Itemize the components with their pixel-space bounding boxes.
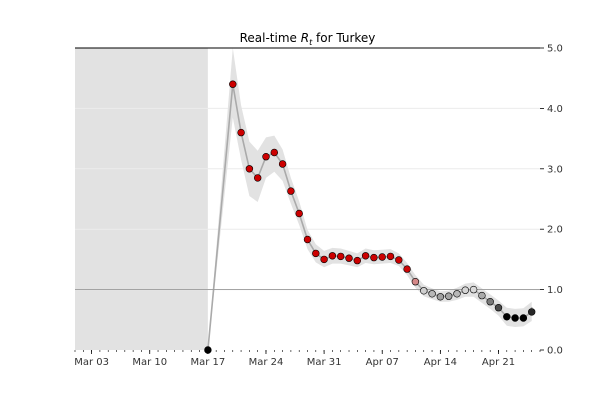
x-tick-label: Mar 03 xyxy=(74,357,109,368)
data-point xyxy=(320,255,328,264)
x-tick-label: Apr 07 xyxy=(366,357,399,368)
y-tick-label: 0.0 xyxy=(547,346,563,357)
data-point xyxy=(237,128,245,137)
data-point xyxy=(287,187,295,195)
y-tick-label: 3.0 xyxy=(547,164,563,175)
data-point xyxy=(395,256,403,264)
data-point xyxy=(428,290,436,298)
title-suffix: for Turkey xyxy=(312,31,375,45)
x-tick-label: Mar 24 xyxy=(249,357,284,368)
data-point xyxy=(303,235,312,244)
chart-title: Real-time Rt for Turkey xyxy=(240,31,376,47)
data-point xyxy=(361,252,370,260)
data-point xyxy=(295,209,303,218)
data-point xyxy=(262,153,270,161)
x-tick-label: Apr 14 xyxy=(424,357,457,368)
data-point xyxy=(245,165,254,173)
data-point xyxy=(461,286,469,294)
data-point xyxy=(328,252,337,260)
data-point xyxy=(519,314,528,322)
data-point xyxy=(527,308,536,316)
x-tick-label: Mar 10 xyxy=(132,357,167,368)
no-data-shade xyxy=(75,48,208,350)
data-point xyxy=(254,174,262,182)
data-points xyxy=(204,80,536,354)
data-point xyxy=(370,253,378,262)
data-point xyxy=(353,256,361,265)
data-point xyxy=(469,285,478,294)
data-point xyxy=(345,254,353,262)
x-axis: Mar 03 Mar 10 Mar 17 Mar 24 Mar 31 Apr 07 Apr … xyxy=(74,350,541,368)
x-tick-label: Mar 17 xyxy=(190,357,225,368)
y-tick-label: 2.0 xyxy=(547,225,563,236)
data-point xyxy=(386,252,395,261)
y-tick-label: 4.0 xyxy=(547,104,563,115)
y-tick-label: 5.0 xyxy=(547,44,563,55)
data-point xyxy=(420,287,428,295)
x-tick-label: Mar 31 xyxy=(307,357,342,368)
data-point xyxy=(378,253,386,261)
data-point xyxy=(436,293,445,301)
title-symbol: R xyxy=(301,31,309,45)
y-tick-label: 1.0 xyxy=(547,285,563,296)
confidence-band xyxy=(207,48,532,350)
series-line xyxy=(207,84,533,351)
data-point xyxy=(411,278,420,286)
data-point xyxy=(486,298,494,306)
data-point xyxy=(270,148,278,157)
data-point xyxy=(312,249,320,258)
data-point xyxy=(503,313,511,321)
data-point xyxy=(511,314,519,322)
data-point xyxy=(337,252,345,261)
x-tick-label: Apr 21 xyxy=(482,357,515,368)
y-axis: 0.0 1.0 2.0 3.0 4.0 5.0 xyxy=(540,44,563,357)
title-subscript: t xyxy=(309,38,313,47)
data-point xyxy=(229,80,237,88)
data-point xyxy=(494,304,503,312)
data-point xyxy=(403,265,411,273)
data-point xyxy=(453,290,461,298)
data-point xyxy=(478,291,486,300)
title-prefix: Real-time xyxy=(240,31,301,45)
data-point xyxy=(204,346,212,354)
data-point xyxy=(278,160,287,168)
data-point xyxy=(445,292,453,300)
